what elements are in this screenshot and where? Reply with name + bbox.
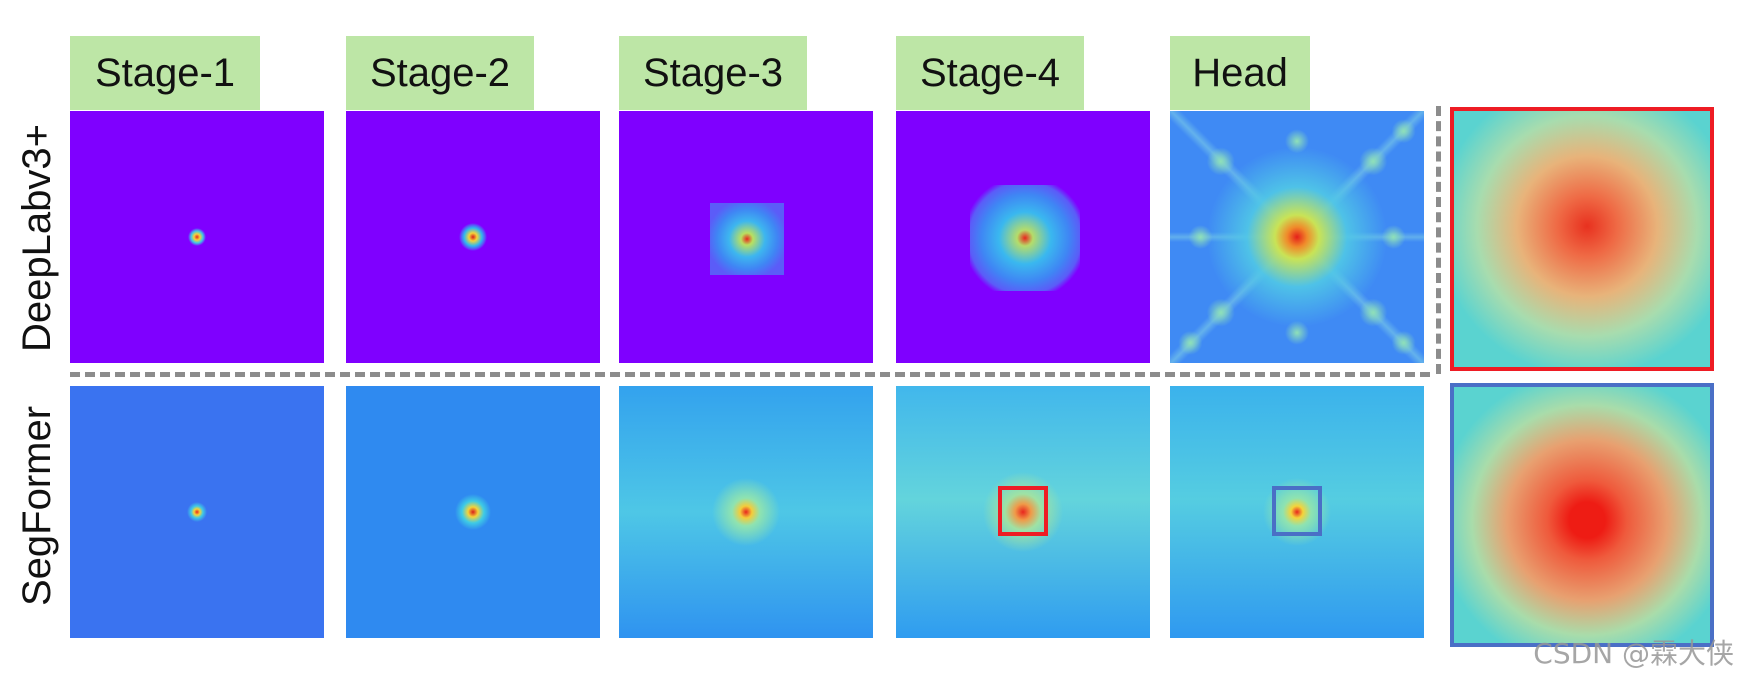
stage-4-label: Stage-4 <box>896 36 1084 110</box>
deeplab-stage-3-map <box>619 111 873 363</box>
segformer-stage-2-map <box>346 386 600 638</box>
segformer-head-map <box>1170 386 1424 638</box>
segformer-zoom-panel <box>1450 383 1714 647</box>
zoom-region-box-blue <box>1272 486 1322 536</box>
row-separator <box>70 372 1430 377</box>
stage-2-label: Stage-2 <box>346 36 534 110</box>
row-label-segformer: SegFormer <box>14 405 59 607</box>
stage-3-label: Stage-3 <box>619 36 807 110</box>
segformer-stage-4-map <box>896 386 1150 638</box>
watermark-text: CSDN @霖大侠 <box>1533 637 1734 670</box>
zoom-region-box-red <box>998 486 1048 536</box>
deeplab-stage-4-map <box>896 111 1150 363</box>
stage-1-label: Stage-1 <box>70 36 260 110</box>
deeplab-zoom-panel <box>1450 107 1714 371</box>
head-label: Head <box>1170 36 1310 110</box>
row-label-deeplab: DeepLabv3+ <box>14 124 59 352</box>
segformer-stage-3-map <box>619 386 873 638</box>
deeplab-stage-2-map <box>346 111 600 363</box>
segformer-stage-1-map <box>70 386 324 638</box>
deeplab-head-map <box>1170 111 1424 363</box>
deeplab-stage-1-map <box>70 111 324 363</box>
zoom-separator <box>1436 106 1441 374</box>
